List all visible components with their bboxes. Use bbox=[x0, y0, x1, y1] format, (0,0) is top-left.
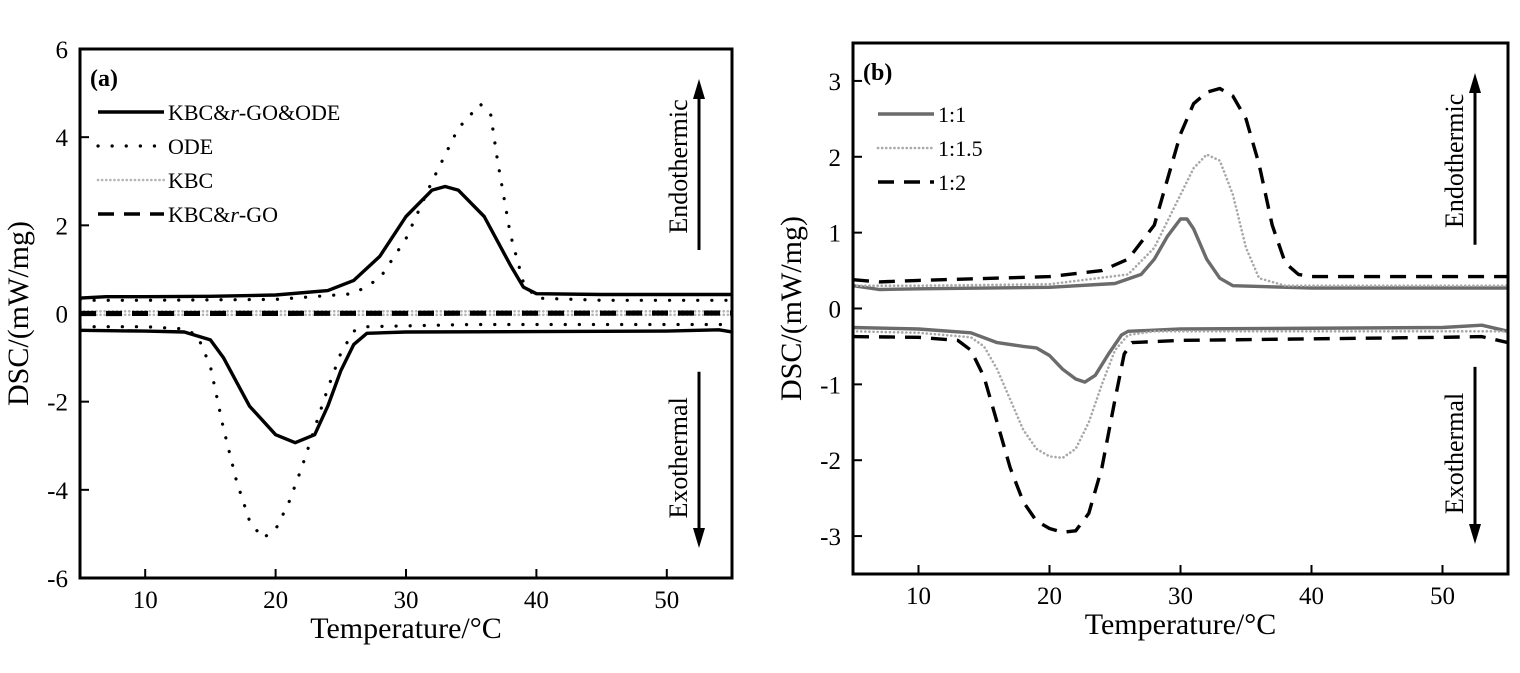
panel-label: (b) bbox=[863, 60, 892, 86]
legend-label: 1:1 bbox=[938, 102, 966, 127]
series-line-2-heating bbox=[853, 86, 1508, 284]
legend-label: KBC&r-GO bbox=[168, 202, 278, 227]
arrow-head-up-icon bbox=[693, 79, 705, 99]
y-tick-label: -2 bbox=[820, 448, 841, 475]
chart-panel-a: 10 20 30 40 506420-2-4-6Temperature/°CDSC/(m… bbox=[2, 37, 734, 645]
arrow-head-up-icon bbox=[1469, 73, 1481, 93]
x-axis-title: Temperature/°C bbox=[310, 612, 501, 645]
y-tick-label: 1 bbox=[829, 221, 842, 248]
series-line-0-cooling bbox=[853, 323, 1508, 384]
series-line-0-cooling bbox=[80, 328, 732, 445]
panel-label: (a) bbox=[90, 66, 118, 92]
y-tick-label: 2 bbox=[56, 213, 69, 240]
chart-panel-b: 10 20 30 40 503210-1-2-3Temperature/°CDSC/(m… bbox=[775, 41, 1510, 641]
endothermic-label: Endothermic bbox=[1440, 94, 1469, 228]
y-tick-label: 3 bbox=[829, 69, 842, 96]
x-axis-title: Temperature/°C bbox=[1085, 608, 1276, 641]
x-tick-label: 40 bbox=[524, 587, 549, 614]
arrow-head-down-icon bbox=[693, 528, 705, 548]
series-line-1-heating bbox=[853, 153, 1508, 287]
arrow-head-down-icon bbox=[1469, 524, 1481, 544]
x-tick-label: 50 bbox=[1430, 583, 1455, 610]
exothermal-label: Exothermal bbox=[1440, 393, 1469, 514]
y-tick-label: -3 bbox=[820, 524, 841, 551]
x-tick-label: 20 bbox=[263, 587, 288, 614]
x-tick-label: 30 bbox=[1168, 583, 1193, 610]
y-tick-label: 0 bbox=[829, 297, 842, 324]
y-tick-label: 0 bbox=[56, 302, 69, 329]
series-group bbox=[853, 86, 1508, 534]
legend: 1:1 1:1.5 1:2 bbox=[876, 102, 983, 195]
x-tick-label: 30 bbox=[394, 587, 419, 614]
series-line-0-heating bbox=[853, 217, 1508, 292]
series-line-1-cooling bbox=[853, 330, 1508, 460]
legend: KBC&r-GO&ODE ODE KBC KBC&r-GO bbox=[96, 100, 340, 227]
exothermal-label: Exothermal bbox=[664, 397, 693, 518]
legend-label: 1:1.5 bbox=[938, 136, 983, 161]
series-line-0-heating bbox=[80, 184, 732, 300]
y-tick-label: -1 bbox=[820, 372, 841, 399]
legend-label: ODE bbox=[168, 134, 213, 159]
series-line-2-cooling bbox=[853, 334, 1508, 534]
y-tick-label: 6 bbox=[56, 37, 69, 64]
x-tick-label: 10 bbox=[906, 583, 931, 610]
x-tick-label: 40 bbox=[1299, 583, 1324, 610]
y-tick-label: -4 bbox=[47, 478, 68, 505]
legend-label: 1:2 bbox=[938, 170, 966, 195]
y-tick-label: -2 bbox=[47, 390, 68, 417]
series-line-3-cooling bbox=[80, 312, 732, 317]
y-tick-label: 4 bbox=[56, 125, 69, 152]
y-axis-title: DSC/(mW/mg) bbox=[775, 216, 808, 401]
x-tick-label: 20 bbox=[1037, 583, 1062, 610]
y-axis-title: DSC/(mW/mg) bbox=[2, 221, 35, 406]
x-tick-label: 10 bbox=[133, 587, 158, 614]
series-line-1-cooling bbox=[80, 322, 732, 540]
endothermic-label: Endothermic bbox=[664, 99, 693, 233]
legend-label: KBC&r-GO&ODE bbox=[168, 100, 340, 125]
series-group bbox=[80, 102, 732, 540]
legend-label: KBC bbox=[168, 168, 213, 193]
y-tick-label: -6 bbox=[47, 566, 68, 593]
y-tick-label: 2 bbox=[829, 145, 842, 172]
x-tick-label: 50 bbox=[654, 587, 679, 614]
